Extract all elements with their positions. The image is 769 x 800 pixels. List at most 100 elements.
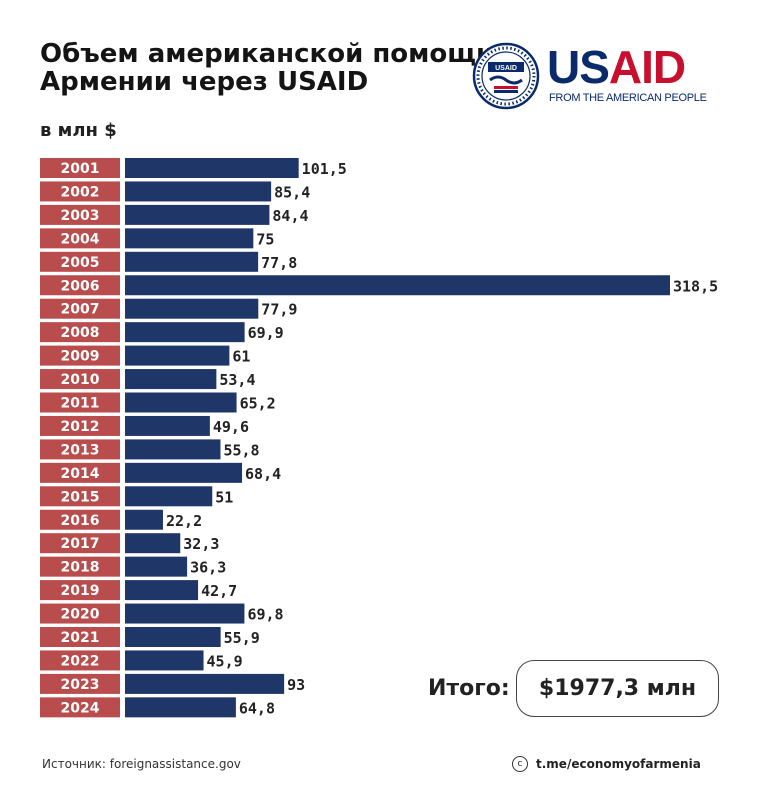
- year-label-2015: 2015: [61, 489, 100, 505]
- year-label-2009: 2009: [61, 349, 100, 365]
- svg-text:USAID: USAID: [495, 65, 517, 72]
- bar-2010: [125, 369, 217, 390]
- year-label-2005: 2005: [61, 255, 100, 271]
- bar-2015: [125, 486, 213, 507]
- value-label-2001: 101,5: [302, 160, 347, 178]
- year-label-2007: 2007: [61, 302, 100, 318]
- value-label-2012: 49,6: [213, 418, 249, 436]
- year-label-2020: 2020: [61, 607, 100, 623]
- bar-2005: [125, 251, 259, 272]
- title-line-2: Армении через USAID: [40, 67, 369, 97]
- year-label-bg-2024: [40, 697, 120, 718]
- year-label-bg-2023: [40, 673, 120, 694]
- year-label-2013: 2013: [61, 442, 100, 458]
- value-label-2007: 77,9: [261, 301, 297, 319]
- value-label-2008: 69,9: [248, 324, 284, 342]
- year-label-2019: 2019: [61, 583, 100, 599]
- year-label-bg-2017: [40, 533, 120, 554]
- year-label-2010: 2010: [61, 372, 100, 388]
- year-label-bg-2007: [40, 298, 120, 319]
- usaid-logo: USAID USAID FROM THE AMERICAN PEOPLE: [472, 40, 712, 110]
- value-label-2015: 51: [215, 488, 233, 506]
- source-note: Источник: foreignassistance.gov: [42, 757, 241, 771]
- bar-2001: [125, 158, 299, 178]
- bar-2003: [125, 204, 270, 225]
- year-label-2002: 2002: [61, 184, 100, 200]
- value-label-2022: 45,9: [207, 652, 243, 670]
- value-label-2018: 36,3: [190, 559, 226, 577]
- year-label-bg-2006: [40, 275, 120, 296]
- year-label-bg-2011: [40, 392, 120, 413]
- bar-2013: [125, 439, 221, 460]
- year-label-bg-2012: [40, 415, 120, 436]
- bar-2002: [125, 181, 272, 202]
- year-label-2003: 2003: [61, 208, 100, 224]
- year-label-bg-2010: [40, 369, 120, 390]
- value-label-2014: 68,4: [245, 465, 281, 483]
- year-label-bg-2013: [40, 439, 120, 460]
- value-label-2020: 69,8: [247, 606, 283, 624]
- year-label-2023: 2023: [61, 677, 100, 693]
- year-label-bg-2020: [40, 603, 120, 624]
- year-label-bg-2015: [40, 486, 120, 507]
- bar-2020: [125, 603, 245, 624]
- year-label-bg-2014: [40, 462, 120, 483]
- year-label-bg-2022: [40, 650, 120, 671]
- year-label-bg-2018: [40, 556, 120, 577]
- bar-2012: [125, 415, 210, 436]
- value-label-2006: 318,5: [673, 277, 718, 295]
- total-value: $1977,3 млн: [516, 660, 719, 717]
- year-label-2012: 2012: [61, 419, 100, 435]
- bar-2008: [125, 322, 245, 343]
- year-label-2014: 2014: [61, 466, 100, 482]
- year-label-bg-2016: [40, 509, 120, 530]
- year-label-2022: 2022: [61, 653, 100, 669]
- year-label-2004: 2004: [61, 231, 100, 247]
- bar-2011: [125, 392, 237, 413]
- unit-label: в млн $: [40, 120, 117, 141]
- year-label-2017: 2017: [61, 536, 100, 552]
- bar-2021: [125, 627, 221, 647]
- bar-2018: [125, 556, 188, 577]
- bar-2022: [125, 650, 204, 671]
- value-label-2010: 53,4: [219, 371, 255, 389]
- copyright-icon: c: [512, 756, 528, 772]
- bar-2017: [125, 533, 181, 554]
- value-label-2023: 93: [287, 676, 305, 694]
- value-label-2011: 65,2: [240, 395, 276, 413]
- year-label-bg-2001: [40, 158, 120, 178]
- value-label-2009: 61: [232, 348, 250, 366]
- usaid-tagline: FROM THE AMERICAN PEOPLE: [549, 92, 707, 104]
- year-label-bg-2021: [40, 627, 120, 647]
- chart-title: Объем американской помощи Армении через …: [40, 40, 494, 97]
- value-label-2005: 77,8: [261, 254, 297, 272]
- value-label-2003: 84,4: [272, 207, 308, 225]
- value-label-2017: 32,3: [183, 535, 219, 553]
- bar-chart: 2001 101,5 2002 85,4 2003 84,4 2004 75 2005 77,8 2…: [40, 158, 718, 718]
- bar-2014: [125, 462, 243, 483]
- bar-2007: [125, 298, 259, 319]
- year-label-2024: 2024: [61, 700, 100, 716]
- year-label-bg-2019: [40, 580, 120, 601]
- year-label-2001: 2001: [61, 161, 100, 177]
- year-label-bg-2003: [40, 204, 120, 225]
- telegram-handle[interactable]: c t.me/economyofarmenia: [512, 756, 701, 772]
- value-label-2004: 75: [256, 230, 274, 248]
- year-label-bg-2009: [40, 345, 120, 366]
- year-label-2006: 2006: [61, 278, 100, 294]
- year-label-2021: 2021: [61, 630, 100, 646]
- value-label-2021: 55,9: [224, 629, 260, 647]
- bar-2006: [125, 275, 670, 296]
- bar-2016: [125, 509, 163, 530]
- bar-2004: [125, 228, 254, 249]
- bar-2023: [125, 673, 285, 694]
- year-label-bg-2002: [40, 181, 120, 202]
- value-label-2013: 55,8: [223, 441, 259, 459]
- bar-2024: [125, 697, 236, 718]
- year-label-2008: 2008: [61, 325, 100, 341]
- handle-text: t.me/economyofarmenia: [536, 757, 701, 771]
- value-label-2019: 42,7: [201, 582, 237, 600]
- bar-2009: [125, 345, 230, 366]
- year-label-2018: 2018: [61, 560, 100, 576]
- year-label-2016: 2016: [61, 513, 100, 529]
